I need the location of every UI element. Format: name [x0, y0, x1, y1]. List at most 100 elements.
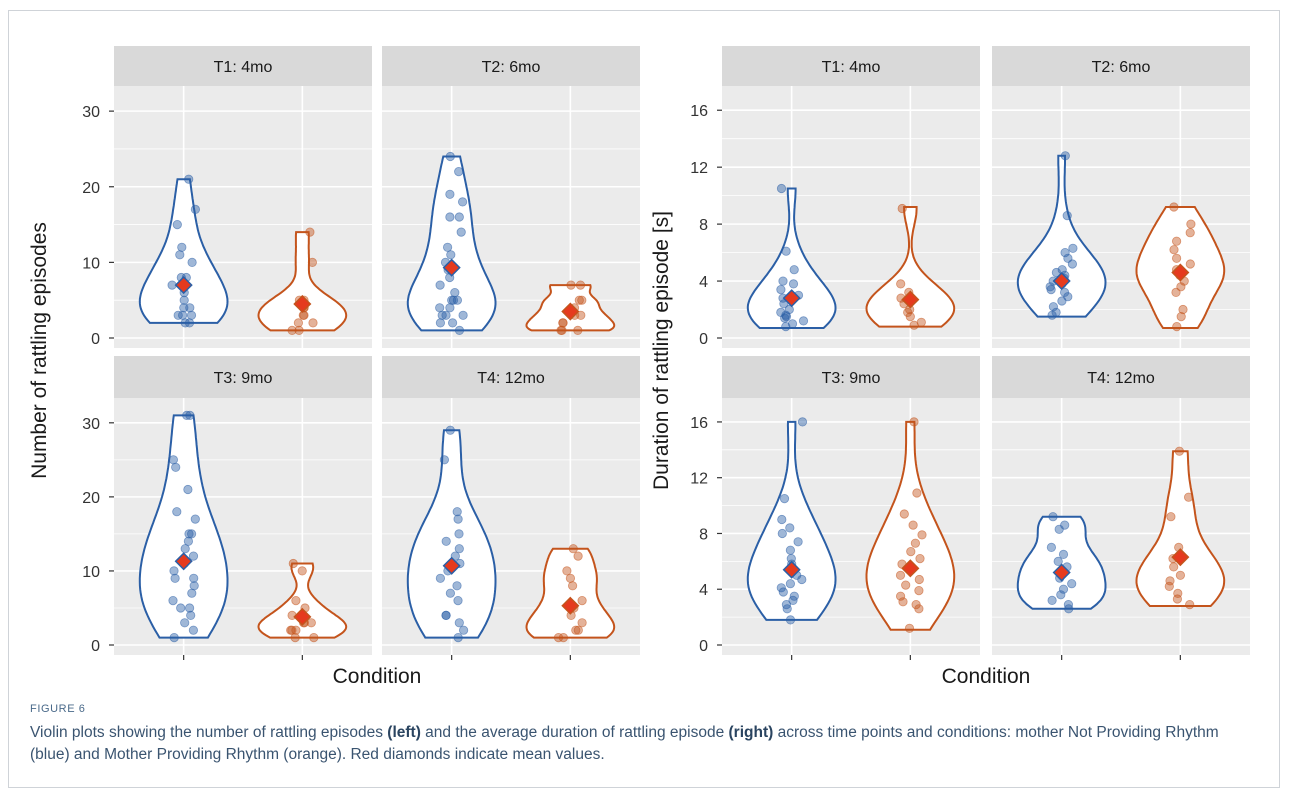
data-point-blue: [453, 632, 463, 643]
y-tick-label: 8: [699, 217, 708, 234]
panel-strip: [722, 356, 980, 398]
data-point-blue: [453, 514, 463, 524]
panel-strip: [382, 46, 640, 86]
data-point-blue: [189, 581, 199, 591]
y-tick-label: 30: [82, 416, 100, 433]
data-point-blue: [183, 484, 193, 495]
data-point-orange: [1176, 282, 1186, 292]
data-point-blue: [789, 265, 799, 275]
data-point-blue: [452, 581, 462, 591]
panel-strip: [992, 46, 1250, 86]
data-point-blue: [458, 625, 469, 635]
figure-label: FIGURE 6: [30, 703, 86, 715]
data-point-blue: [793, 537, 803, 547]
data-point-blue: [445, 151, 455, 162]
data-point-blue: [454, 618, 464, 628]
panel-title: T4: 12mo: [477, 370, 545, 387]
data-point-blue: [177, 242, 187, 252]
data-point-orange: [914, 585, 924, 596]
y-tick-label: 10: [82, 564, 100, 581]
data-point-blue: [1058, 584, 1069, 594]
data-point-orange: [897, 203, 907, 214]
data-point-orange: [1173, 588, 1183, 599]
data-point-blue: [441, 610, 451, 621]
data-point-blue: [184, 529, 194, 539]
data-point-blue: [784, 304, 794, 315]
y-tick-label: 20: [82, 490, 100, 507]
data-point-orange: [556, 325, 566, 335]
data-point-blue: [1058, 549, 1069, 560]
data-point-orange: [1172, 236, 1182, 246]
data-point-blue: [187, 588, 197, 598]
data-point-blue: [452, 507, 462, 517]
violin-blue: [1016, 154, 1107, 318]
mean-diamond-orange: [901, 559, 920, 578]
data-point-blue: [175, 250, 185, 260]
data-point-orange: [577, 295, 587, 305]
data-point-blue: [785, 545, 796, 555]
data-point-orange: [1169, 245, 1179, 255]
figure-frame: [8, 10, 1280, 788]
violin-blue: [746, 187, 837, 329]
data-point-orange: [297, 566, 307, 576]
panel-t1-4mo: T1: 4mo 0 10 20 30: [82, 46, 372, 348]
mean-diamond-blue: [1052, 563, 1071, 582]
data-point-blue: [779, 493, 790, 504]
data-point-blue: [1048, 512, 1058, 522]
panel-title: T4: 12mo: [1087, 370, 1155, 387]
data-point-blue: [1053, 556, 1063, 567]
data-point-orange: [565, 573, 576, 583]
data-point-blue: [776, 583, 786, 593]
data-point-blue: [797, 417, 808, 427]
y-axis-label: Number of rattling episodes: [28, 222, 51, 479]
caption-part-1: (left): [387, 724, 421, 741]
data-point-blue: [798, 316, 809, 326]
data-point-blue: [176, 603, 186, 613]
data-point-blue: [778, 276, 788, 286]
data-point-blue: [458, 310, 468, 320]
chart-episode-duration: T1: 4mo 0 4 8 12 16 T2: 6mo T3: 9mo 0 4 8 12 16 T4: 1…: [650, 46, 1250, 688]
data-point-blue: [454, 325, 465, 335]
panel-strip: [992, 356, 1250, 398]
panel-strip: [722, 46, 980, 86]
data-point-blue: [189, 573, 199, 583]
panel-t2-6mo: T2: 6mo: [992, 46, 1250, 348]
data-point-blue: [452, 295, 462, 305]
data-point-orange: [287, 325, 297, 335]
data-point-blue: [190, 514, 200, 524]
y-tick-label: 4: [699, 582, 708, 599]
data-point-blue: [454, 212, 464, 222]
data-point-orange: [1174, 446, 1185, 456]
data-point-blue: [1060, 248, 1070, 258]
y-tick-label: 4: [699, 274, 708, 291]
data-point-orange: [558, 632, 569, 643]
violin-blue: [138, 414, 229, 639]
panel-t1-4mo: T1: 4mo 0 4 8 12 16: [690, 46, 980, 348]
data-point-blue: [1060, 287, 1070, 297]
data-point-orange: [914, 574, 924, 585]
mean-diamond-orange: [1171, 548, 1190, 567]
data-point-blue: [456, 227, 466, 237]
data-point-blue: [188, 551, 199, 561]
panel-background: [722, 398, 980, 655]
panel-background: [992, 398, 1250, 655]
data-point-blue: [445, 588, 455, 598]
data-point-orange: [568, 544, 578, 554]
data-point-orange: [898, 597, 908, 607]
panel-strip: [114, 356, 372, 398]
mean-diamond-blue: [782, 560, 801, 579]
data-point-blue: [777, 514, 787, 525]
data-point-blue: [179, 303, 189, 313]
data-point-blue: [180, 618, 190, 628]
data-point-orange: [309, 632, 319, 643]
data-point-blue: [1060, 151, 1070, 161]
data-point-blue: [787, 319, 798, 329]
y-tick-label: 0: [699, 638, 708, 655]
data-point-blue: [442, 242, 453, 252]
data-point-blue: [435, 303, 445, 313]
data-point-blue: [186, 610, 196, 621]
data-point-blue: [1056, 590, 1066, 600]
violin-blue: [1016, 515, 1107, 610]
violin-blue: [746, 420, 837, 621]
data-point-orange: [1185, 599, 1195, 610]
